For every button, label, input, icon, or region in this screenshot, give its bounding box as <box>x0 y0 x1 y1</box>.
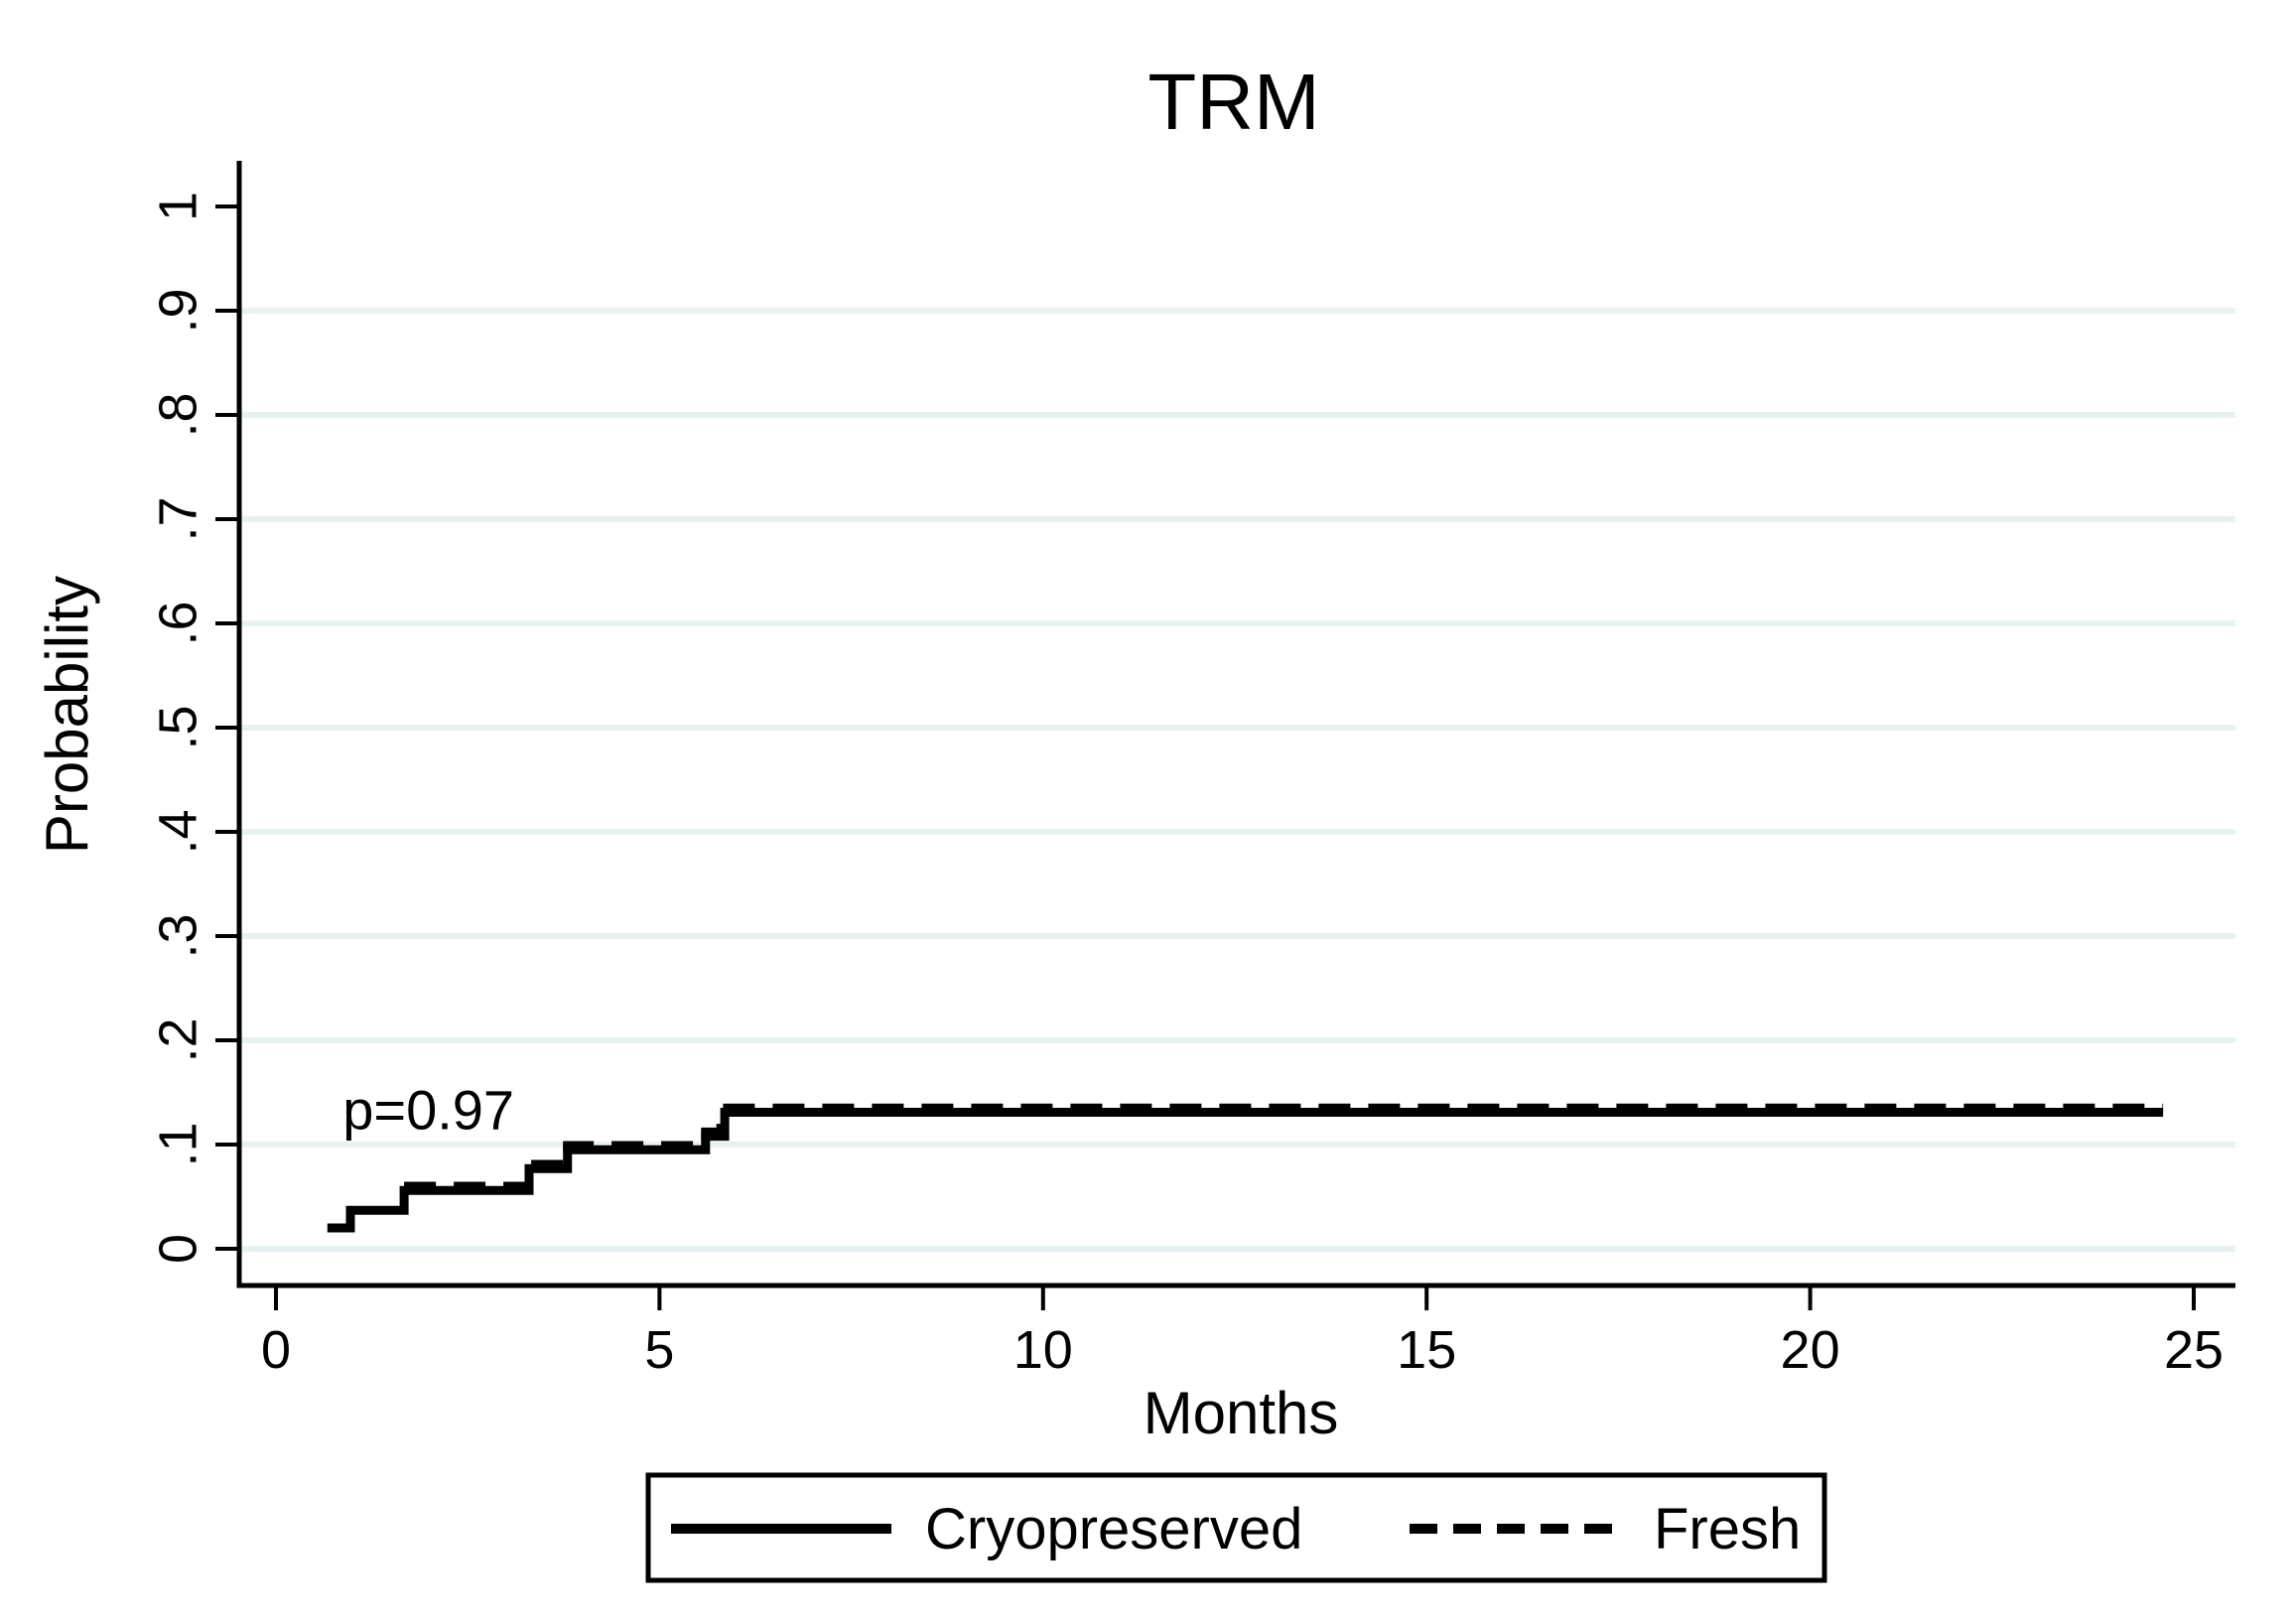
y-tick-label: 0 <box>148 1234 207 1264</box>
y-tick-label: .8 <box>148 392 207 437</box>
legend-label-cryopreserved: Cryopreserved <box>925 1497 1302 1561</box>
x-tick-label: 20 <box>1781 1320 1840 1380</box>
curve-fresh <box>404 1103 2164 1191</box>
curve-cryopreserved <box>327 1108 2164 1233</box>
x-tick-label: 15 <box>1397 1320 1456 1380</box>
y-axis-label: Probability <box>34 576 100 854</box>
legend-label-fresh: Fresh <box>1654 1497 1801 1561</box>
y-tick-label: .1 <box>148 1122 207 1166</box>
y-tick-label: .6 <box>148 601 207 645</box>
x-tick-label: 5 <box>644 1320 674 1380</box>
x-tick-label: 10 <box>1013 1320 1073 1380</box>
y-tick-label: .4 <box>148 809 207 854</box>
p-value-annotation: p=0.97 <box>342 1078 514 1141</box>
y-tick-label: .9 <box>148 288 207 333</box>
y-tick-label: .2 <box>148 1017 207 1062</box>
x-axis-label: Months <box>1144 1380 1339 1446</box>
legend: Cryopreserved Fresh <box>645 1472 1827 1583</box>
x-tick-label: 25 <box>2164 1320 2224 1380</box>
curves <box>327 1103 2164 1233</box>
y-tick-label: .3 <box>148 913 207 958</box>
y-tick-label: .5 <box>148 705 207 749</box>
y-tick-label: 1 <box>148 192 207 221</box>
y-tick-label: .7 <box>148 496 207 541</box>
axes: 0.1.2.3.4.5.6.7.8.910 5 10 15 20 25 <box>148 161 2235 1380</box>
x-tick-label: 0 <box>261 1320 291 1380</box>
chart-title: TRM <box>1147 58 1319 146</box>
